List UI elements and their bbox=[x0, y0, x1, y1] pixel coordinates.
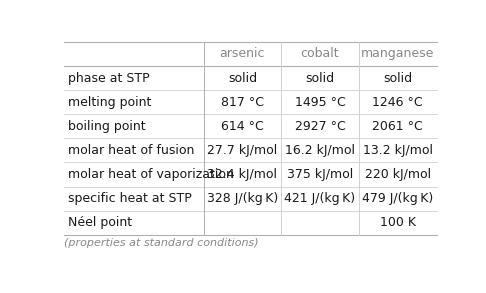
Text: phase at STP: phase at STP bbox=[68, 71, 150, 85]
Text: specific heat at STP: specific heat at STP bbox=[68, 192, 192, 205]
Text: manganese: manganese bbox=[361, 47, 434, 60]
Text: 479 J/(kg K): 479 J/(kg K) bbox=[362, 192, 434, 205]
Text: 817 °C: 817 °C bbox=[221, 96, 264, 109]
Text: melting point: melting point bbox=[68, 96, 152, 109]
Text: molar heat of fusion: molar heat of fusion bbox=[68, 144, 195, 157]
Text: 100 K: 100 K bbox=[380, 216, 416, 229]
Text: solid: solid bbox=[228, 71, 257, 85]
Text: boiling point: boiling point bbox=[68, 120, 146, 133]
Text: 220 kJ/mol: 220 kJ/mol bbox=[364, 168, 431, 181]
Text: 2061 °C: 2061 °C bbox=[372, 120, 423, 133]
Text: 421 J/(kg K): 421 J/(kg K) bbox=[284, 192, 355, 205]
Text: molar heat of vaporization: molar heat of vaporization bbox=[68, 168, 234, 181]
Text: cobalt: cobalt bbox=[301, 47, 339, 60]
Text: 328 J/(kg K): 328 J/(kg K) bbox=[207, 192, 278, 205]
Text: (properties at standard conditions): (properties at standard conditions) bbox=[64, 238, 259, 248]
Text: 13.2 kJ/mol: 13.2 kJ/mol bbox=[363, 144, 433, 157]
Text: solid: solid bbox=[383, 71, 412, 85]
Text: 614 °C: 614 °C bbox=[221, 120, 264, 133]
Text: 16.2 kJ/mol: 16.2 kJ/mol bbox=[285, 144, 355, 157]
Text: 27.7 kJ/mol: 27.7 kJ/mol bbox=[207, 144, 278, 157]
Text: 1246 °C: 1246 °C bbox=[372, 96, 423, 109]
Text: 32.4 kJ/mol: 32.4 kJ/mol bbox=[208, 168, 278, 181]
Text: 2927 °C: 2927 °C bbox=[295, 120, 346, 133]
Text: solid: solid bbox=[305, 71, 334, 85]
Text: Néel point: Néel point bbox=[68, 216, 132, 229]
Text: arsenic: arsenic bbox=[220, 47, 265, 60]
Text: 1495 °C: 1495 °C bbox=[295, 96, 346, 109]
Text: 375 kJ/mol: 375 kJ/mol bbox=[287, 168, 353, 181]
